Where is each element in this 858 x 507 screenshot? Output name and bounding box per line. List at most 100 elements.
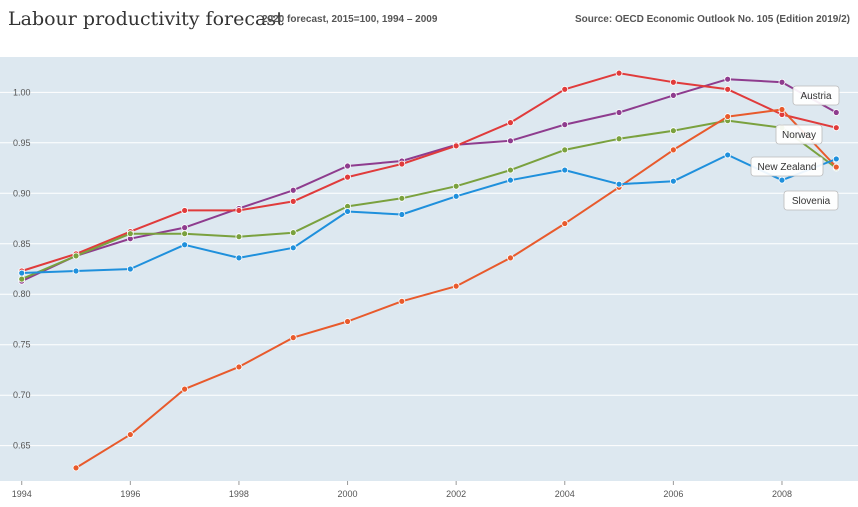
x-tick-label: 2000 <box>338 489 358 499</box>
data-point-slovenia[interactable] <box>344 318 351 325</box>
annotation-label: Norway <box>782 130 816 141</box>
data-point-austria[interactable] <box>615 109 623 116</box>
annotation-box <box>792 85 840 106</box>
data-point-norway[interactable] <box>181 207 189 214</box>
data-point-slovenia[interactable] <box>507 254 514 262</box>
series-annotations: Austria Norway New Zealand Slovenia <box>750 85 840 211</box>
data-point-austria[interactable] <box>344 162 351 170</box>
data-point-unlabelled[interactable] <box>615 180 623 188</box>
y-tick-label: 0.95 <box>13 138 31 148</box>
data-point-new-zealand[interactable] <box>289 229 297 237</box>
data-point-norway[interactable] <box>344 173 351 181</box>
data-point-unlabelled[interactable] <box>126 265 134 273</box>
annotation-box <box>775 124 823 145</box>
data-point-slovenia[interactable] <box>398 297 406 305</box>
data-point-unlabelled[interactable] <box>778 176 786 184</box>
y-tick-label: 0.75 <box>13 340 31 350</box>
data-point-austria[interactable] <box>724 75 732 83</box>
annotation-label: Austria <box>800 91 832 102</box>
data-point-unlabelled[interactable] <box>72 267 80 275</box>
data-point-new-zealand[interactable] <box>126 230 134 238</box>
data-point-norway[interactable] <box>669 78 677 86</box>
data-point-austria[interactable] <box>507 137 514 145</box>
chart-title: Labour productivity forecast <box>8 8 284 30</box>
data-point-slovenia[interactable] <box>561 220 569 227</box>
data-point-unlabelled[interactable] <box>452 192 460 200</box>
y-tick-label: 0.90 <box>13 188 31 198</box>
y-tick-label: 0.70 <box>13 390 31 400</box>
data-point-norway[interactable] <box>398 160 406 168</box>
data-point-norway[interactable] <box>289 197 297 205</box>
chart-header: Labour productivity forecast 2020 foreca… <box>0 0 858 40</box>
data-point-slovenia[interactable] <box>669 146 677 154</box>
data-point-unlabelled[interactable] <box>669 177 677 185</box>
data-point-norway[interactable] <box>561 85 569 93</box>
y-tick-label: 0.80 <box>13 289 31 299</box>
x-tick-label: 2004 <box>555 489 575 499</box>
x-tick-label: 2008 <box>772 489 792 499</box>
series-line-new-zealand <box>21 119 837 281</box>
annotation-label: New Zealand <box>758 162 817 173</box>
data-point-new-zealand[interactable] <box>18 275 26 283</box>
data-point-austria[interactable] <box>778 78 786 86</box>
data-point-norway[interactable] <box>452 142 460 150</box>
chart-subtitle: 2020 forecast, 2015=100, 1994 – 2009 <box>262 14 438 25</box>
data-point-slovenia[interactable] <box>289 334 297 342</box>
annotation-slovenia: Slovenia <box>783 190 839 211</box>
data-point-slovenia[interactable] <box>181 385 189 393</box>
data-point-new-zealand[interactable] <box>507 166 514 174</box>
x-axis-band <box>0 481 858 507</box>
series-lines <box>21 72 838 469</box>
annotation-new-zealand: New Zealand <box>750 156 824 177</box>
data-point-new-zealand[interactable] <box>235 233 243 241</box>
data-point-slovenia[interactable] <box>72 464 80 472</box>
data-point-norway[interactable] <box>724 85 732 93</box>
data-point-norway[interactable] <box>832 124 840 132</box>
data-point-unlabelled[interactable] <box>344 208 351 215</box>
data-point-slovenia[interactable] <box>724 113 732 120</box>
data-point-new-zealand[interactable] <box>669 127 677 135</box>
x-tick-label: 1996 <box>120 489 140 499</box>
data-point-unlabelled[interactable] <box>561 166 569 174</box>
annotation-label: Slovenia <box>792 196 831 207</box>
x-tick-label: 1994 <box>12 489 32 499</box>
data-point-unlabelled[interactable] <box>507 176 514 184</box>
y-tick-label: 1.00 <box>13 87 31 97</box>
data-point-new-zealand[interactable] <box>615 135 623 143</box>
x-tick-label: 2006 <box>663 489 683 499</box>
data-point-unlabelled[interactable] <box>289 244 297 252</box>
chart-source: Source: OECD Economic Outlook No. 105 (E… <box>574 14 850 25</box>
data-point-slovenia[interactable] <box>778 106 786 113</box>
y-axis-ticks: 0.65 0.70 0.75 0.80 0.85 0.90 0.95 1.00 <box>13 87 31 450</box>
data-point-unlabelled[interactable] <box>832 155 840 163</box>
data-point-austria[interactable] <box>832 109 840 116</box>
data-point-unlabelled[interactable] <box>235 254 243 262</box>
x-axis-ticks: 1994 1996 1998 2000 2002 2004 2006 2008 <box>12 481 792 499</box>
data-point-new-zealand[interactable] <box>561 146 569 154</box>
y-tick-label: 0.65 <box>13 441 31 451</box>
data-point-slovenia[interactable] <box>832 163 840 171</box>
data-point-new-zealand[interactable] <box>181 230 189 238</box>
data-point-austria[interactable] <box>181 224 189 232</box>
data-point-austria[interactable] <box>669 91 677 99</box>
data-point-norway[interactable] <box>507 119 514 127</box>
annotation-austria: Austria <box>792 85 840 106</box>
data-point-norway[interactable] <box>235 207 243 214</box>
data-point-new-zealand[interactable] <box>452 182 460 190</box>
data-point-slovenia[interactable] <box>126 431 134 438</box>
x-tick-label: 1998 <box>229 489 249 499</box>
annotation-box <box>750 156 824 177</box>
data-point-new-zealand[interactable] <box>398 194 406 202</box>
data-point-slovenia[interactable] <box>235 363 243 371</box>
data-point-slovenia[interactable] <box>452 282 460 290</box>
data-point-unlabelled[interactable] <box>398 211 406 218</box>
series-line-unlabelled <box>21 153 837 274</box>
data-point-unlabelled[interactable] <box>18 269 26 277</box>
data-point-unlabelled[interactable] <box>181 241 189 249</box>
data-point-austria[interactable] <box>561 121 569 129</box>
data-point-norway[interactable] <box>615 69 623 77</box>
data-point-austria[interactable] <box>289 186 297 194</box>
data-point-unlabelled[interactable] <box>724 151 732 159</box>
data-point-new-zealand[interactable] <box>72 252 80 260</box>
